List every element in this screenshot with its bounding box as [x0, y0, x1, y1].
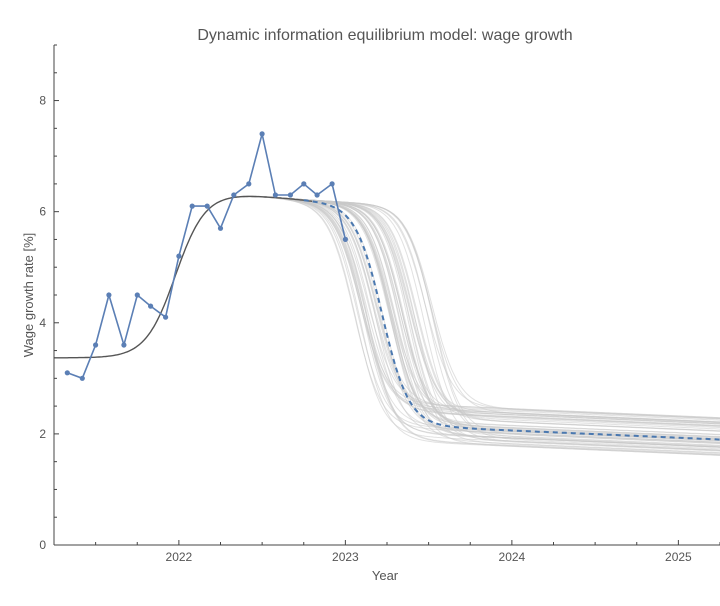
ensemble-curve — [228, 196, 720, 423]
ensemble-curve — [228, 196, 720, 441]
data-point — [64, 370, 70, 376]
data-point — [148, 303, 154, 309]
data-point — [217, 225, 224, 231]
ensemble-curve — [228, 196, 720, 427]
data-point — [204, 203, 210, 209]
ensemble-curve — [228, 196, 720, 419]
data-point — [246, 181, 252, 187]
ensemble-curve — [228, 195, 720, 423]
y-tick-label: 0 — [39, 538, 46, 552]
y-tick-label: 4 — [39, 316, 46, 330]
ensemble-curve — [228, 195, 720, 438]
ensemble-curve — [228, 195, 720, 419]
ensemble-curve — [228, 195, 720, 435]
data-point — [342, 236, 348, 242]
model-fit-line — [54, 195, 313, 359]
x-tick-label: 2024 — [499, 550, 526, 564]
ensemble-curve — [228, 195, 720, 443]
ensemble-curve — [228, 195, 720, 423]
ensemble-layer — [228, 195, 720, 456]
data-point — [329, 181, 335, 187]
data-point — [163, 314, 169, 320]
x-tick-label: 2025 — [665, 550, 692, 564]
data-point — [176, 253, 182, 259]
y-tick-label: 6 — [39, 205, 46, 219]
ensemble-curve — [228, 196, 720, 426]
fit-layer — [54, 195, 720, 441]
y-tick-label: 8 — [39, 94, 46, 108]
x-axis-label: Year — [372, 568, 399, 583]
ensemble-curve — [228, 195, 720, 444]
ensemble-curve — [228, 195, 720, 441]
data-point — [106, 292, 112, 298]
ensemble-curve — [228, 195, 720, 432]
ensemble-curve — [228, 195, 720, 438]
ensemble-curve — [228, 195, 720, 427]
axes-layer: 0 2 4 6 8 2022 2023 2024 2025 — [39, 44, 720, 564]
ensemble-curve — [228, 195, 720, 451]
data-point — [121, 342, 127, 348]
ensemble-curve — [228, 195, 720, 437]
ensemble-curve — [228, 196, 720, 456]
y-axis-label: Wage growth rate [%] — [21, 233, 36, 358]
x-tick-label: 2023 — [332, 550, 359, 564]
data-point — [79, 375, 85, 381]
data-layer — [64, 131, 348, 381]
y-tick-label: 2 — [39, 427, 46, 441]
ensemble-curve — [228, 195, 720, 451]
data-point — [189, 203, 195, 209]
ensemble-curve — [228, 195, 720, 428]
ensemble-curve — [228, 195, 720, 444]
ensemble-curve — [228, 195, 720, 432]
ensemble-curve — [228, 195, 720, 424]
ensemble-curve — [228, 196, 720, 443]
ensemble-curve — [228, 195, 720, 427]
ensemble-curve — [228, 195, 720, 419]
data-point — [301, 181, 307, 187]
ensemble-curve — [228, 195, 720, 432]
x-tick-label: 2022 — [166, 550, 193, 564]
ensemble-curve — [228, 195, 720, 423]
ensemble-curve — [228, 195, 720, 425]
data-point — [287, 192, 293, 198]
ensemble-curve — [228, 195, 720, 425]
data-point — [314, 192, 320, 198]
data-point — [134, 292, 140, 298]
ensemble-curve — [228, 195, 720, 439]
data-line — [67, 133, 347, 380]
ensemble-curve — [228, 195, 720, 420]
data-point — [231, 192, 237, 198]
ensemble-curve — [228, 195, 720, 430]
data-point — [93, 342, 99, 348]
chart-title: Dynamic information equilibrium model: w… — [197, 27, 572, 44]
ensemble-curve — [228, 196, 720, 419]
ensemble-curve — [228, 196, 720, 425]
ensemble-curve — [228, 195, 720, 436]
data-point — [259, 131, 265, 137]
ensemble-curve — [228, 196, 720, 421]
ensemble-curve — [228, 196, 720, 456]
data-point — [272, 192, 278, 198]
forecast-line — [303, 199, 720, 441]
